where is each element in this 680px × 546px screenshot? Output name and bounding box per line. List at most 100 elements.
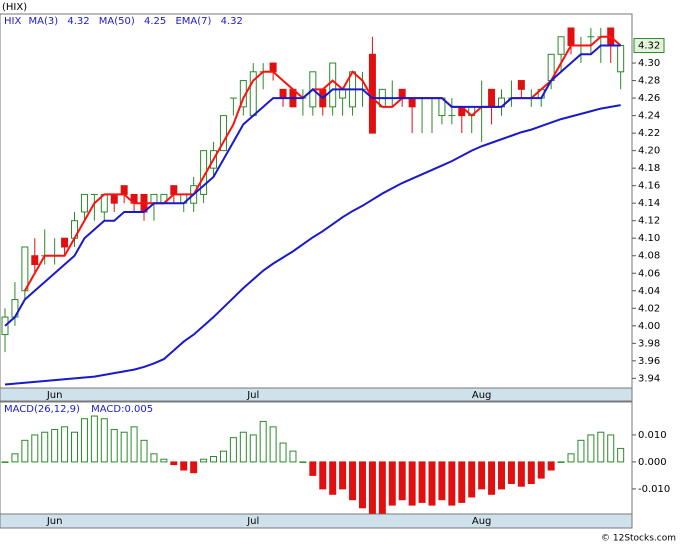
macd-bar [517,461,525,487]
x-tick-label: Jun [46,390,63,401]
y-tick-label: 4.04 [638,286,660,297]
macd-bar [358,461,366,509]
macd-bar [438,461,446,501]
macd-bar [120,431,128,463]
candle-body [170,185,178,195]
macd-bar [41,431,49,463]
macd-bar [259,420,267,463]
macd-bar [577,439,585,463]
macd-bar [329,461,337,495]
x-tick-label: Jul [246,390,259,401]
macd-bar [150,453,158,463]
y-tick-label: 4.20 [638,146,660,157]
macd-bar [587,434,595,463]
candle-body [398,88,406,99]
candle-body [120,185,128,195]
macd-bar [31,434,39,463]
macd-bar [1,461,9,463]
macd-bar [537,461,545,479]
candle-body [80,193,88,213]
macd-bar [507,461,515,485]
y-tick-label: 4.18 [638,163,660,174]
macd-bar [130,426,138,463]
macd-bar [210,456,218,463]
candle-body [150,193,158,204]
price-box [633,38,665,54]
macd-bar [269,426,277,463]
y-tick-label: 3.94 [638,373,660,384]
macd-bar [80,418,88,463]
y-tick-label: 0.010 [638,430,667,441]
macd-bar [200,458,208,463]
macd-bar [478,461,486,490]
macd-bar [110,429,118,463]
legend-value: 4.32 [221,16,243,27]
y-tick-label: 4.22 [638,128,660,139]
macd-bar [428,461,436,506]
legend-name: EMA(7) [175,16,211,27]
y-tick-label: 0.000 [638,457,667,468]
macd-bar [51,429,59,463]
macd-bar [61,426,69,463]
candle-body [617,45,625,73]
candle-body [219,115,227,152]
ticker: HIX [4,16,21,27]
macd-bar [567,453,575,463]
macd-bar [279,442,287,463]
macd-bar [219,450,227,463]
x-tick-label: Aug [472,516,492,527]
x-tick-label: Jul [246,516,259,527]
candle-body [110,193,118,204]
last-price: 4.32 [638,41,660,52]
candle-body [408,97,416,108]
macd-bar [448,461,456,506]
macd-bar [527,461,535,485]
y-tick-label: 4.10 [638,233,660,244]
macd-bar [239,431,247,463]
macd-bar [408,461,416,506]
y-tick-label: -0.010 [638,484,670,495]
x-tick-label: Aug [472,390,492,401]
y-tick-label: 4.14 [638,198,660,209]
legend-name: MA(50) [99,16,135,27]
y-tick-label: 4.06 [638,268,660,279]
candle-body [31,255,39,266]
macd-bar [299,461,307,463]
macd-bar [597,431,605,463]
macd-bar [368,461,376,514]
macd-bar [607,434,615,463]
candle-body [279,88,287,99]
y-tick-label: 4.00 [638,321,660,332]
y-tick-label: 3.98 [638,338,660,349]
footer: © 12Stocks.com [601,534,676,544]
legend-value: 4.32 [67,16,89,27]
price-date-strip [0,387,633,402]
macd-bar [349,461,357,501]
macd-bar [468,461,476,498]
candle-body [557,36,565,55]
legend-value: 4.25 [144,16,166,27]
candle-body [21,246,29,292]
candle-body [269,62,277,73]
macd-bar [617,447,625,463]
macd-bar [190,461,198,474]
macd-bar [488,461,496,495]
candle-body [567,27,575,47]
macd-bar [388,461,396,506]
y-tick-label: 4.26 [638,93,660,104]
candle-body [488,88,496,108]
candle-body [329,62,337,108]
macd-value: MACD:0.005 [91,404,153,415]
macd-name: MACD(26,12,9) [4,404,80,415]
macd-bar [498,461,505,490]
macd-bar [229,437,237,463]
macd-bar [319,461,327,490]
y-tick-label: 4.08 [638,251,660,262]
macd-title: MACD(26,12,9) MACD:0.005 [4,404,153,415]
macd-bar [90,415,98,463]
macd-bar [418,461,426,503]
y-tick-label: 4.16 [638,181,660,192]
macd-bar [100,418,108,463]
macd-bar [398,461,406,501]
